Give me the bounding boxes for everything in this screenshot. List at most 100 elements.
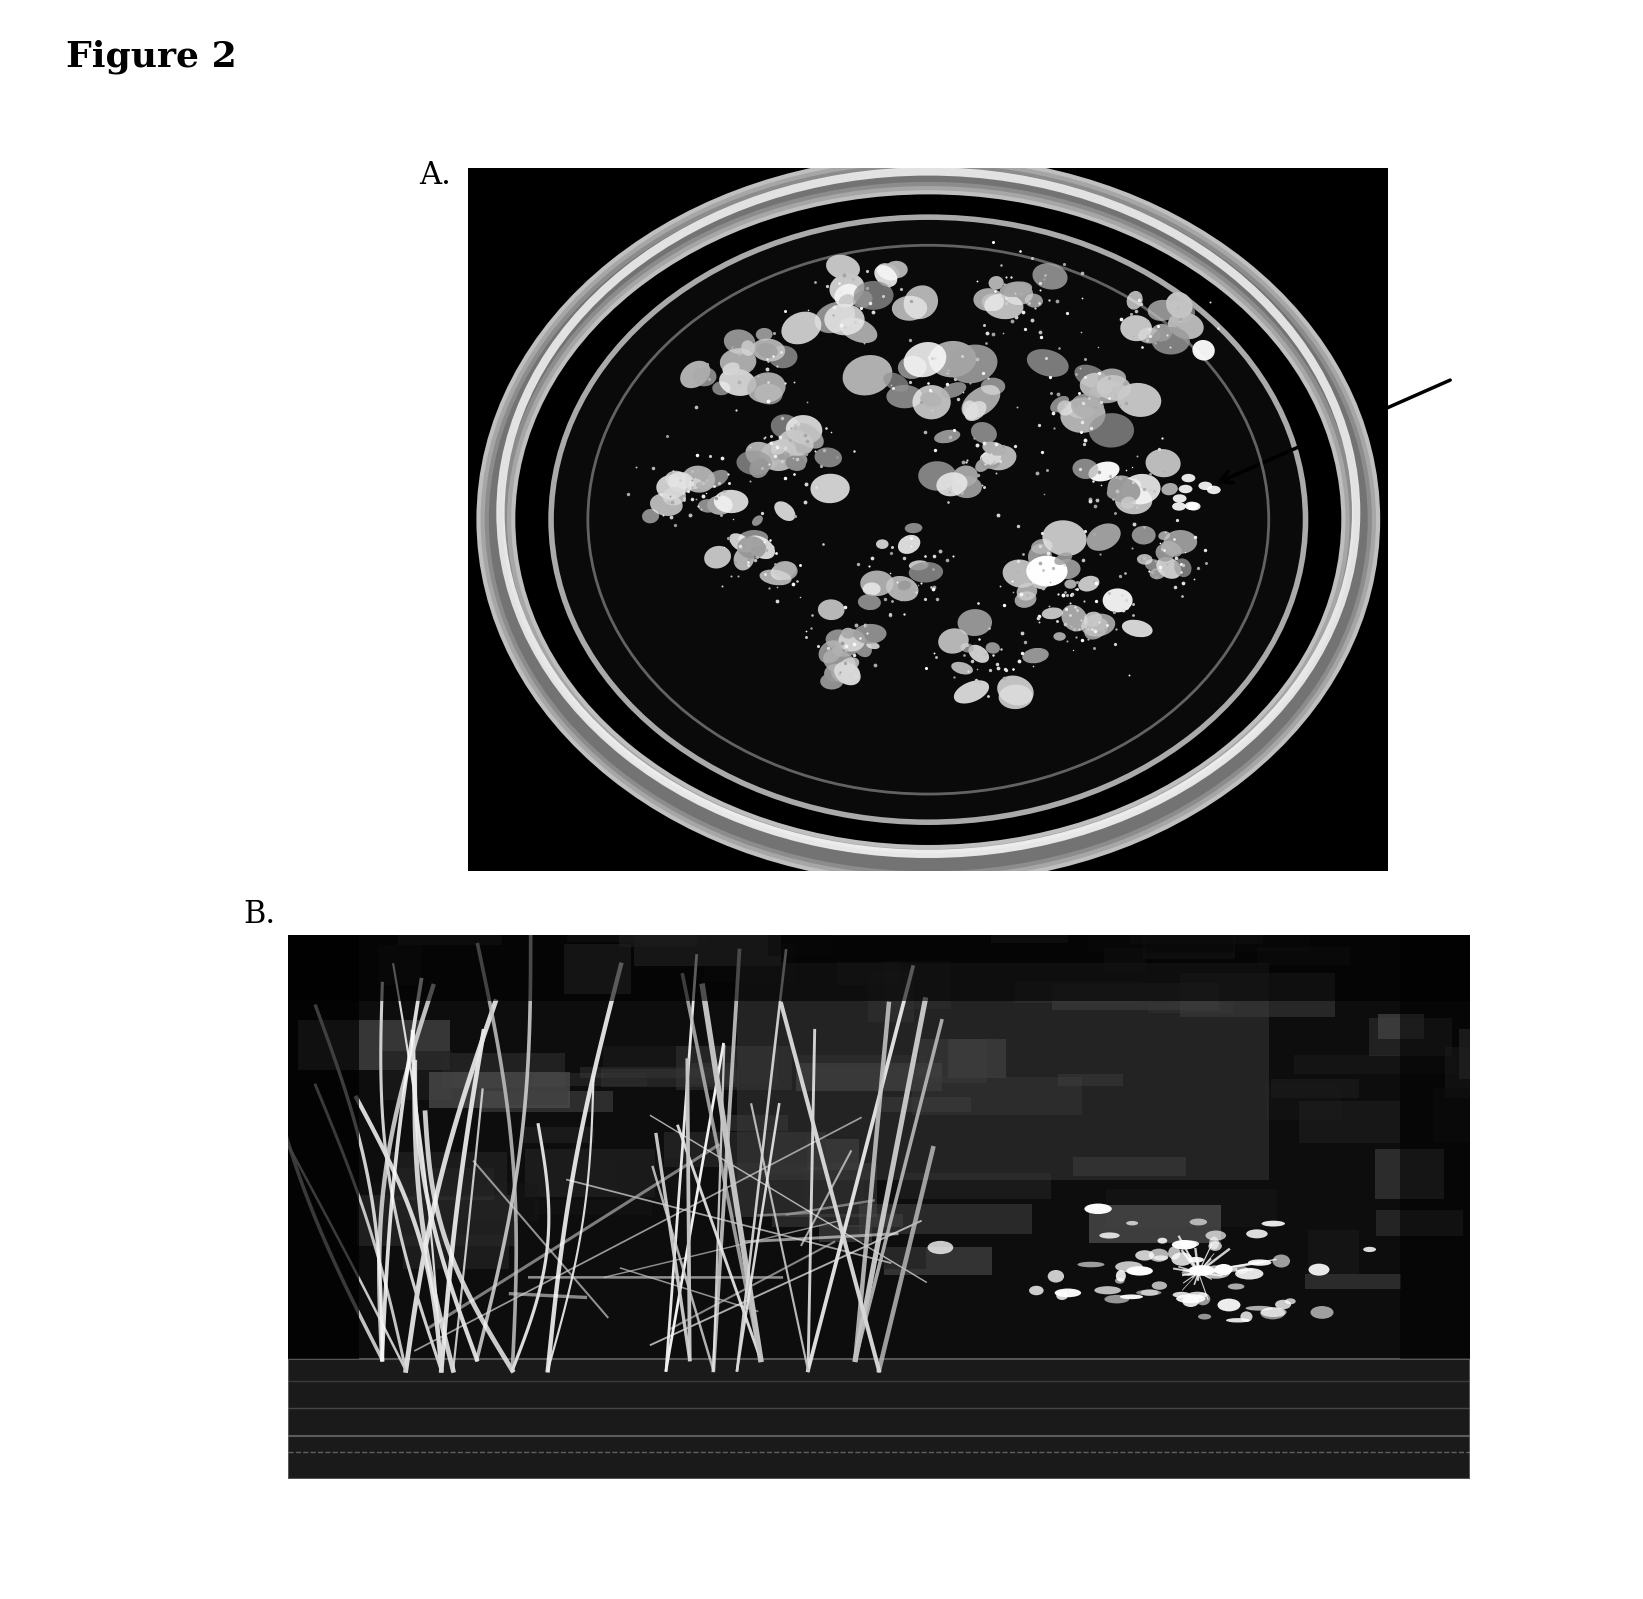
Point	[1153, 552, 1180, 577]
Point	[1086, 620, 1112, 646]
Bar	[429, 1071, 570, 1108]
Ellipse shape	[1116, 1278, 1124, 1284]
Point	[909, 389, 935, 414]
Point	[657, 504, 683, 529]
Ellipse shape	[935, 430, 960, 443]
Point	[1071, 432, 1098, 457]
Bar	[358, 1196, 516, 1246]
Point	[987, 572, 1014, 598]
Point	[810, 531, 836, 556]
Point	[1162, 550, 1188, 576]
Point	[877, 560, 904, 585]
Point	[693, 467, 720, 492]
Point	[1163, 545, 1190, 571]
Point	[1107, 563, 1134, 588]
Point	[1078, 416, 1104, 441]
Point	[718, 563, 744, 588]
Point	[971, 430, 997, 456]
Bar	[838, 961, 899, 985]
Point	[899, 534, 925, 560]
Point	[904, 580, 930, 606]
Point	[920, 544, 946, 569]
Ellipse shape	[884, 373, 909, 392]
Point	[685, 457, 711, 483]
Point	[1009, 281, 1035, 307]
Ellipse shape	[1152, 1281, 1167, 1290]
Point	[994, 291, 1020, 317]
Point	[991, 270, 1017, 296]
Point	[1027, 534, 1053, 560]
Point	[950, 480, 976, 505]
Point	[1168, 584, 1194, 609]
Point	[1101, 500, 1127, 526]
Bar	[1130, 932, 1263, 945]
Point	[679, 473, 705, 499]
Point	[754, 389, 780, 414]
Point	[1045, 381, 1071, 406]
Point	[897, 326, 923, 352]
Ellipse shape	[909, 560, 928, 571]
Point	[667, 467, 693, 492]
Ellipse shape	[963, 400, 979, 421]
Point	[1076, 486, 1102, 512]
Point	[703, 486, 729, 512]
Ellipse shape	[1078, 1262, 1104, 1268]
Ellipse shape	[1167, 293, 1193, 318]
Point	[677, 502, 703, 528]
Point	[981, 449, 1007, 475]
Bar	[603, 1046, 779, 1084]
Point	[1111, 596, 1137, 622]
Point	[1119, 536, 1145, 561]
Point	[1035, 286, 1061, 312]
Point	[802, 438, 828, 464]
Ellipse shape	[1121, 1295, 1144, 1298]
Point	[794, 389, 820, 414]
Ellipse shape	[831, 662, 859, 683]
Point	[1121, 512, 1147, 537]
Bar	[393, 1167, 495, 1199]
Bar	[1293, 1055, 1457, 1075]
Point	[987, 448, 1014, 473]
Bar	[1073, 1158, 1186, 1177]
Point	[861, 652, 887, 678]
Point	[792, 422, 818, 448]
Point	[1019, 245, 1045, 270]
Point	[1204, 315, 1231, 341]
Ellipse shape	[1107, 478, 1140, 504]
Ellipse shape	[1140, 1289, 1158, 1295]
Point	[708, 502, 734, 528]
Point	[1025, 291, 1052, 317]
Point	[654, 424, 680, 449]
Point	[1052, 390, 1078, 416]
Point	[1007, 238, 1033, 264]
Ellipse shape	[1206, 1231, 1226, 1241]
Point	[670, 480, 697, 505]
Ellipse shape	[1145, 449, 1181, 477]
Point	[1148, 536, 1175, 561]
Point	[914, 278, 940, 304]
Ellipse shape	[989, 277, 1004, 289]
Ellipse shape	[1152, 326, 1190, 355]
Point	[981, 643, 1007, 668]
Point	[940, 664, 966, 689]
Ellipse shape	[912, 385, 951, 419]
Bar	[442, 1054, 565, 1087]
Ellipse shape	[948, 344, 997, 384]
Point	[743, 547, 769, 572]
Point	[1081, 492, 1107, 518]
Point	[614, 481, 641, 507]
Point	[1134, 309, 1160, 334]
Bar	[869, 971, 914, 1022]
Ellipse shape	[1055, 1289, 1081, 1297]
Ellipse shape	[1053, 632, 1066, 641]
Ellipse shape	[1025, 294, 1043, 307]
Ellipse shape	[886, 261, 907, 278]
Bar	[619, 907, 697, 947]
Point	[1121, 603, 1147, 628]
Ellipse shape	[858, 595, 881, 611]
Point	[780, 446, 807, 472]
Point	[794, 429, 820, 454]
Point	[754, 347, 780, 373]
Point	[999, 568, 1025, 593]
Ellipse shape	[774, 561, 797, 580]
